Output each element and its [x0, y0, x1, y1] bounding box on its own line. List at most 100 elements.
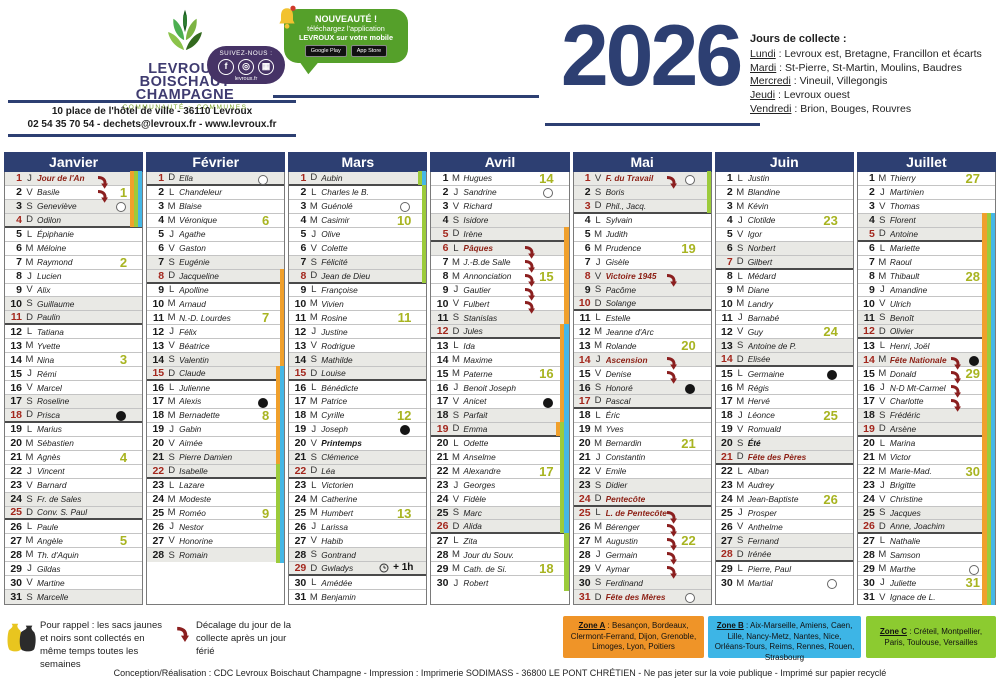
- weekday-letter: L: [737, 270, 743, 282]
- day-number: 20: [721, 437, 733, 450]
- weekday-letter: V: [594, 270, 602, 282]
- reminder-text: Pour rappel : les sacs jaunes et noirs s…: [40, 620, 162, 670]
- zone-c-label: Zone C: [879, 627, 907, 636]
- weekday-letter: V: [26, 382, 33, 394]
- weekday-letter: V: [310, 340, 317, 352]
- school-holiday-stripes: [556, 421, 569, 436]
- week-number: 6: [262, 212, 270, 228]
- saint-name: Modeste: [179, 494, 211, 505]
- day-number: 31: [294, 591, 307, 604]
- day-number: 3: [869, 200, 875, 213]
- day-number: 22: [10, 465, 22, 478]
- weekday-letter: M: [451, 172, 460, 184]
- school-holiday-stripes: [706, 198, 711, 213]
- weekday-letter: D: [594, 591, 602, 603]
- weekday-letter: D: [168, 367, 176, 379]
- school-holiday-stripes: [129, 184, 143, 200]
- day-row: 16 V Marcel: [5, 381, 143, 395]
- day-number: 5: [726, 228, 733, 241]
- saint-name: Boris: [605, 187, 625, 198]
- saint-name: Bénédicte: [321, 382, 359, 393]
- day-row: 10 M Landry: [715, 297, 853, 312]
- saint-name: Rolande: [605, 340, 637, 351]
- weekday-letter: J: [879, 577, 885, 589]
- school-holiday-stripes: [560, 352, 569, 368]
- promo-line-1: NOUVEAUTÉ !: [314, 14, 377, 24]
- day-row: 14 S Valentin: [147, 352, 285, 368]
- weekday-letter: J: [737, 214, 743, 226]
- day-number: 24: [863, 493, 875, 506]
- saint-name: Pierre, Paul: [747, 563, 792, 574]
- weekday-letter: J: [169, 423, 175, 435]
- day-number: 9: [300, 283, 307, 296]
- day-row: 19 J Joseph: [289, 423, 427, 437]
- day-row: 17 M Alexis: [147, 394, 285, 409]
- address-line-1: 10 place de l'hôtel de ville - 36110 Lev…: [51, 106, 253, 117]
- day-number: 16: [436, 381, 449, 394]
- day-number: 7: [726, 255, 733, 268]
- day-number: 27: [294, 534, 307, 547]
- weekday-letter: M: [25, 437, 34, 449]
- saint-name: Épiphanie: [37, 229, 74, 240]
- saint-name: Jules: [463, 326, 483, 337]
- weekday-letter: M: [878, 465, 887, 477]
- collection-shift-arrow-icon: [524, 245, 535, 259]
- weekday-letter: D: [452, 228, 460, 240]
- weekday-letter: L: [26, 326, 33, 338]
- weekday-letter: M: [167, 298, 176, 310]
- weekday-letter: D: [168, 270, 176, 282]
- school-holiday-stripes: [422, 184, 427, 200]
- day-row: 16 M Régis: [715, 381, 853, 395]
- collection-shift-arrow-icon: [666, 552, 677, 566]
- month-mai: Mai 1 V F. du Travail 2 S Boris 3 D Phil., Jacq. 4…: [572, 152, 712, 606]
- school-holiday-stripes: [982, 268, 995, 284]
- saint-name: Bérenger: [605, 521, 640, 532]
- weekday-letter: M: [25, 354, 34, 366]
- month-février: Février 1 D Ella 2 L Chandeleur 3 M Blaise 4 M Véron…: [146, 152, 286, 606]
- month-title: Mars: [288, 152, 428, 172]
- day-row: 20 M Bernardin 21: [573, 435, 711, 451]
- shift-arrow-legend-icon: [176, 626, 189, 648]
- weekday-letter: L: [453, 535, 459, 547]
- weekday-letter: S: [168, 451, 175, 463]
- saint-name: Nestor: [179, 521, 204, 532]
- saint-name: Germaine: [747, 368, 785, 379]
- week-number: 11: [397, 310, 412, 326]
- saint-name: Alida: [463, 521, 482, 532]
- day-number: 28: [10, 548, 22, 561]
- day-number: 17: [10, 395, 22, 408]
- day-number: 8: [869, 270, 875, 283]
- day-row: 26 L Paule: [5, 520, 143, 535]
- day-number: 8: [726, 270, 733, 283]
- day-row: 25 S Marc: [431, 505, 569, 521]
- weekday-letter: D: [594, 395, 602, 407]
- week-number: 20: [681, 338, 696, 354]
- day-number: 15: [578, 367, 591, 380]
- day-number: 31: [578, 591, 591, 604]
- weekday-letter: S: [737, 340, 744, 352]
- saint-name: Odilon: [37, 214, 61, 225]
- day-number: 5: [869, 227, 875, 240]
- weekday-letter: M: [878, 172, 887, 184]
- day-row: 14 D Elisée: [715, 353, 853, 368]
- collection-shift-arrow-icon: [97, 189, 109, 203]
- weekday-letter: J: [27, 270, 32, 282]
- weekday-letter: J: [169, 521, 175, 533]
- day-row: 18 D Prisca: [5, 409, 143, 423]
- saint-name: Kévin: [747, 201, 769, 212]
- day-number: 28: [294, 548, 307, 561]
- school-holiday-stripes: [982, 491, 995, 507]
- saint-name: Marcelle: [37, 592, 69, 603]
- day-number: 3: [442, 200, 449, 213]
- saint-name: Pierre Damien: [179, 452, 233, 463]
- weekday-letter: D: [594, 493, 602, 505]
- weekday-letter: S: [168, 549, 175, 561]
- school-holiday-stripes: [280, 324, 285, 340]
- school-holiday-stripes: [982, 547, 995, 563]
- week-number: 21: [681, 435, 696, 451]
- school-holiday-stripes: [982, 338, 995, 354]
- saint-name: Annonciation: [463, 271, 512, 282]
- day-number: 14: [152, 353, 165, 366]
- weekday-letter: M: [25, 256, 34, 268]
- day-row: 2 J Sandrine: [431, 186, 569, 200]
